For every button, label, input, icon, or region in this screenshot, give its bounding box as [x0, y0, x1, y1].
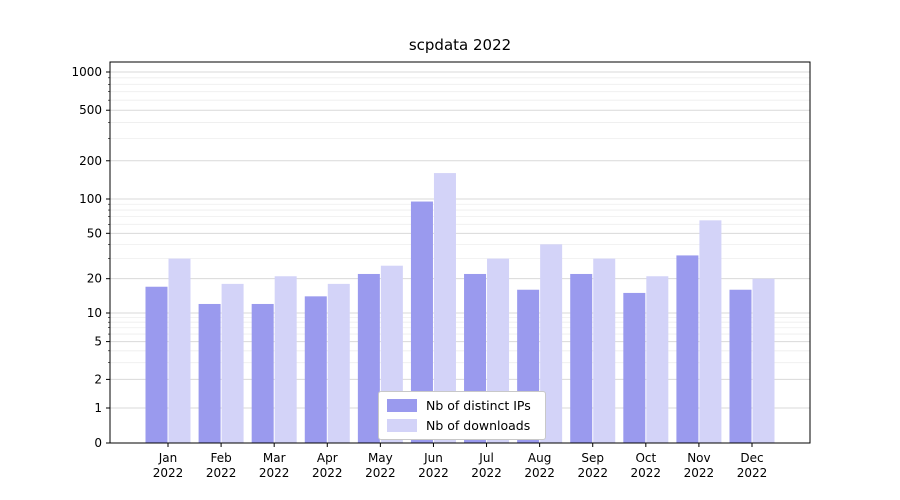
legend-label-distinct-ips: Nb of distinct IPs	[426, 398, 531, 413]
bar-downloads	[274, 276, 297, 443]
legend-swatch-distinct-ips-icon	[387, 399, 417, 412]
plot-border	[109, 61, 811, 444]
bar-downloads	[752, 278, 775, 443]
bar-distinct-ips	[304, 296, 327, 443]
x-tick-label: Aug	[528, 451, 551, 465]
legend: Nb of distinct IPs Nb of downloads	[378, 391, 546, 440]
x-tick-year-label: 2022	[312, 466, 343, 480]
y-tick-label: 1	[94, 401, 102, 415]
bar-downloads	[433, 173, 456, 443]
bar-downloads	[168, 258, 191, 443]
x-tick-year-label: 2022	[737, 466, 768, 480]
legend-item-downloads: Nb of downloads	[387, 418, 531, 433]
bar-distinct-ips	[729, 289, 752, 443]
x-tick-year-label: 2022	[471, 466, 502, 480]
y-tick-label: 0	[94, 436, 102, 450]
x-tick-label: Oct	[635, 451, 656, 465]
bar-distinct-ips	[357, 273, 380, 443]
y-tick-label: 10	[87, 306, 102, 320]
legend-label-downloads: Nb of downloads	[426, 418, 531, 433]
bar-downloads	[699, 220, 722, 443]
y-tick-label: 20	[87, 272, 102, 286]
x-tick-label: Nov	[687, 451, 710, 465]
x-tick-year-label: 2022	[418, 466, 449, 480]
x-tick-year-label: 2022	[365, 466, 396, 480]
x-tick-year-label: 2022	[153, 466, 184, 480]
x-tick-label: Mar	[263, 451, 286, 465]
bar-distinct-ips	[410, 201, 433, 443]
x-tick-label: Apr	[317, 451, 338, 465]
bar-distinct-ips	[251, 303, 274, 443]
y-tick-label: 1000	[71, 65, 102, 79]
x-tick-year-label: 2022	[577, 466, 608, 480]
bar-distinct-ips	[198, 303, 221, 443]
x-tick-label: May	[368, 451, 393, 465]
bar-downloads	[646, 276, 669, 443]
bar-distinct-ips	[623, 292, 646, 443]
x-tick-label: Jun	[423, 451, 443, 465]
y-tick-label: 200	[79, 154, 102, 168]
chart-title: scpdata 2022	[408, 36, 512, 54]
x-tick-year-label: 2022	[259, 466, 290, 480]
x-tick-year-label: 2022	[524, 466, 555, 480]
bar-downloads	[327, 283, 350, 443]
y-tick-label: 500	[79, 103, 102, 117]
bar-downloads	[221, 283, 244, 443]
x-tick-label: Feb	[210, 451, 231, 465]
y-tick-label: 100	[79, 192, 102, 206]
bar-distinct-ips	[676, 255, 699, 443]
x-tick-label: Jul	[478, 451, 493, 465]
y-tick-label: 5	[94, 335, 102, 349]
bar-distinct-ips	[145, 286, 168, 443]
y-tick-label: 50	[87, 226, 102, 240]
y-tick-label: 2	[94, 372, 102, 386]
legend-item-distinct-ips: Nb of distinct IPs	[387, 398, 531, 413]
x-tick-label: Jan	[158, 451, 178, 465]
x-tick-year-label: 2022	[631, 466, 662, 480]
x-tick-year-label: 2022	[206, 466, 237, 480]
bar-downloads	[593, 258, 616, 443]
bar-distinct-ips	[570, 273, 593, 443]
legend-swatch-downloads-icon	[387, 419, 417, 432]
x-tick-label: Sep	[581, 451, 604, 465]
x-tick-label: Dec	[740, 451, 763, 465]
x-tick-year-label: 2022	[684, 466, 715, 480]
